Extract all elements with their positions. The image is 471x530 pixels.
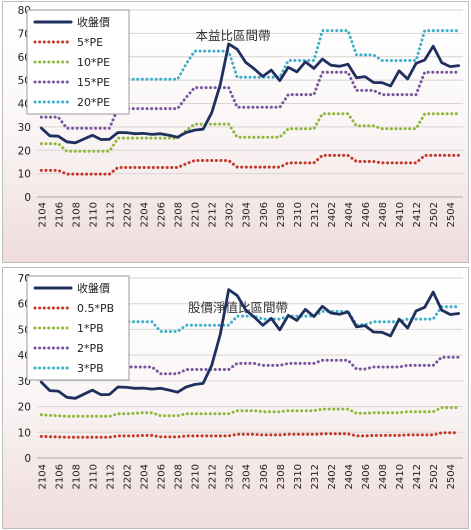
- legend-label: 10*PE: [77, 56, 110, 69]
- x-tick-label: 2302: [225, 202, 236, 227]
- x-tick-label: 2208: [174, 464, 185, 489]
- legend-label: 2*PB: [77, 342, 104, 355]
- y-tick-label: 0: [24, 453, 31, 465]
- x-tick-label: 2104: [37, 464, 48, 489]
- x-tick-label: 2302: [225, 464, 236, 489]
- legend-label: 3*PB: [77, 362, 104, 375]
- y-tick-label: 30: [18, 122, 31, 134]
- x-tick-label: 2212: [208, 464, 219, 489]
- x-tick-label: 2210: [191, 464, 202, 489]
- x-tick-label: 2312: [310, 464, 321, 489]
- x-tick-label: 2304: [242, 464, 253, 489]
- x-tick-label: 2408: [378, 464, 389, 489]
- legend-label: 0.5*PB: [77, 302, 114, 315]
- x-tick-label: 2406: [361, 202, 372, 227]
- chart-title: 股價淨值比區間帶: [188, 300, 288, 315]
- x-tick-label: 2204: [140, 464, 151, 489]
- x-tick-label: 2408: [378, 202, 389, 227]
- x-tick-label: 2410: [395, 464, 406, 489]
- x-tick-label: 2202: [122, 202, 133, 227]
- x-tick-label: 2210: [191, 202, 202, 227]
- x-tick-label: 2112: [105, 202, 116, 227]
- x-tick-label: 2312: [310, 202, 321, 227]
- series-line-2: [39, 406, 461, 418]
- x-tick-label: 2412: [412, 464, 423, 489]
- x-tick-label: 2502: [429, 464, 440, 489]
- y-tick-label: 20: [18, 402, 31, 414]
- pe-band-chart-panel: 0 10 20 30 40 50 60 70 80 2104 2106 2108 2110 2112 220…: [2, 1, 469, 263]
- x-tick-label: 2108: [71, 202, 82, 227]
- legend-label: 收盤價: [77, 281, 110, 295]
- x-tick-label: 2108: [71, 464, 82, 489]
- x-tick-label: 2304: [242, 202, 253, 227]
- y-tick-label: 20: [18, 145, 31, 157]
- x-tick-label: 2504: [446, 202, 457, 227]
- x-tick-label: 2402: [327, 464, 338, 489]
- x-tick-label: 2212: [208, 202, 219, 227]
- legend-label: 收盤價: [77, 15, 110, 29]
- x-tick-label: 2208: [174, 202, 185, 227]
- x-tick-label: 2404: [344, 202, 355, 227]
- x-tick-label: 2310: [293, 202, 304, 227]
- series-line-2: [39, 112, 461, 153]
- y-tick-label: 0: [24, 192, 31, 204]
- legend-label: 15*PE: [77, 76, 110, 89]
- x-tick-label: 2206: [157, 202, 168, 227]
- x-tick-label: 2504: [446, 464, 457, 489]
- legend-label: 20*PE: [77, 96, 110, 109]
- x-tick-label: 2310: [293, 464, 304, 489]
- chart-title: 本益比區間帶: [195, 28, 270, 43]
- legend-label: 1*PB: [77, 322, 104, 335]
- x-tick-label: 2206: [157, 464, 168, 489]
- series-line-1: [39, 153, 461, 176]
- x-tick-label: 2410: [395, 202, 406, 227]
- x-tick-label: 2204: [140, 202, 151, 227]
- series-line-1: [39, 431, 461, 439]
- x-tick-label: 2104: [37, 202, 48, 227]
- pb-band-chart-panel: 0 10 20 30 40 50 60 70 2104 2106 2108 2110 2112 2202 2…: [2, 267, 469, 529]
- x-tick-label: 2112: [105, 464, 116, 489]
- y-tick-label: 10: [18, 169, 31, 181]
- series-line-0: [39, 42, 461, 145]
- series-line-3: [39, 70, 461, 130]
- x-tick-label: 2306: [259, 464, 270, 489]
- x-tick-label: 2404: [344, 464, 355, 489]
- x-tick-label: 2308: [276, 464, 287, 489]
- x-tick-label: 2110: [88, 464, 99, 489]
- x-tick-label: 2502: [429, 202, 440, 227]
- y-tick-label: 10: [18, 427, 31, 439]
- x-tick-label: 2202: [122, 464, 133, 489]
- x-tick-label: 2110: [88, 202, 99, 227]
- x-tick-label: 2106: [54, 464, 65, 489]
- legend-label: 5*PE: [77, 36, 103, 49]
- x-tick-label: 2406: [361, 464, 372, 489]
- x-tick-label: 2412: [412, 202, 423, 227]
- series-line-0: [39, 288, 461, 400]
- x-tick-label: 2402: [327, 202, 338, 227]
- x-tick-label: 2306: [259, 202, 270, 227]
- x-tick-label: 2106: [54, 202, 65, 227]
- x-tick-label: 2308: [276, 202, 287, 227]
